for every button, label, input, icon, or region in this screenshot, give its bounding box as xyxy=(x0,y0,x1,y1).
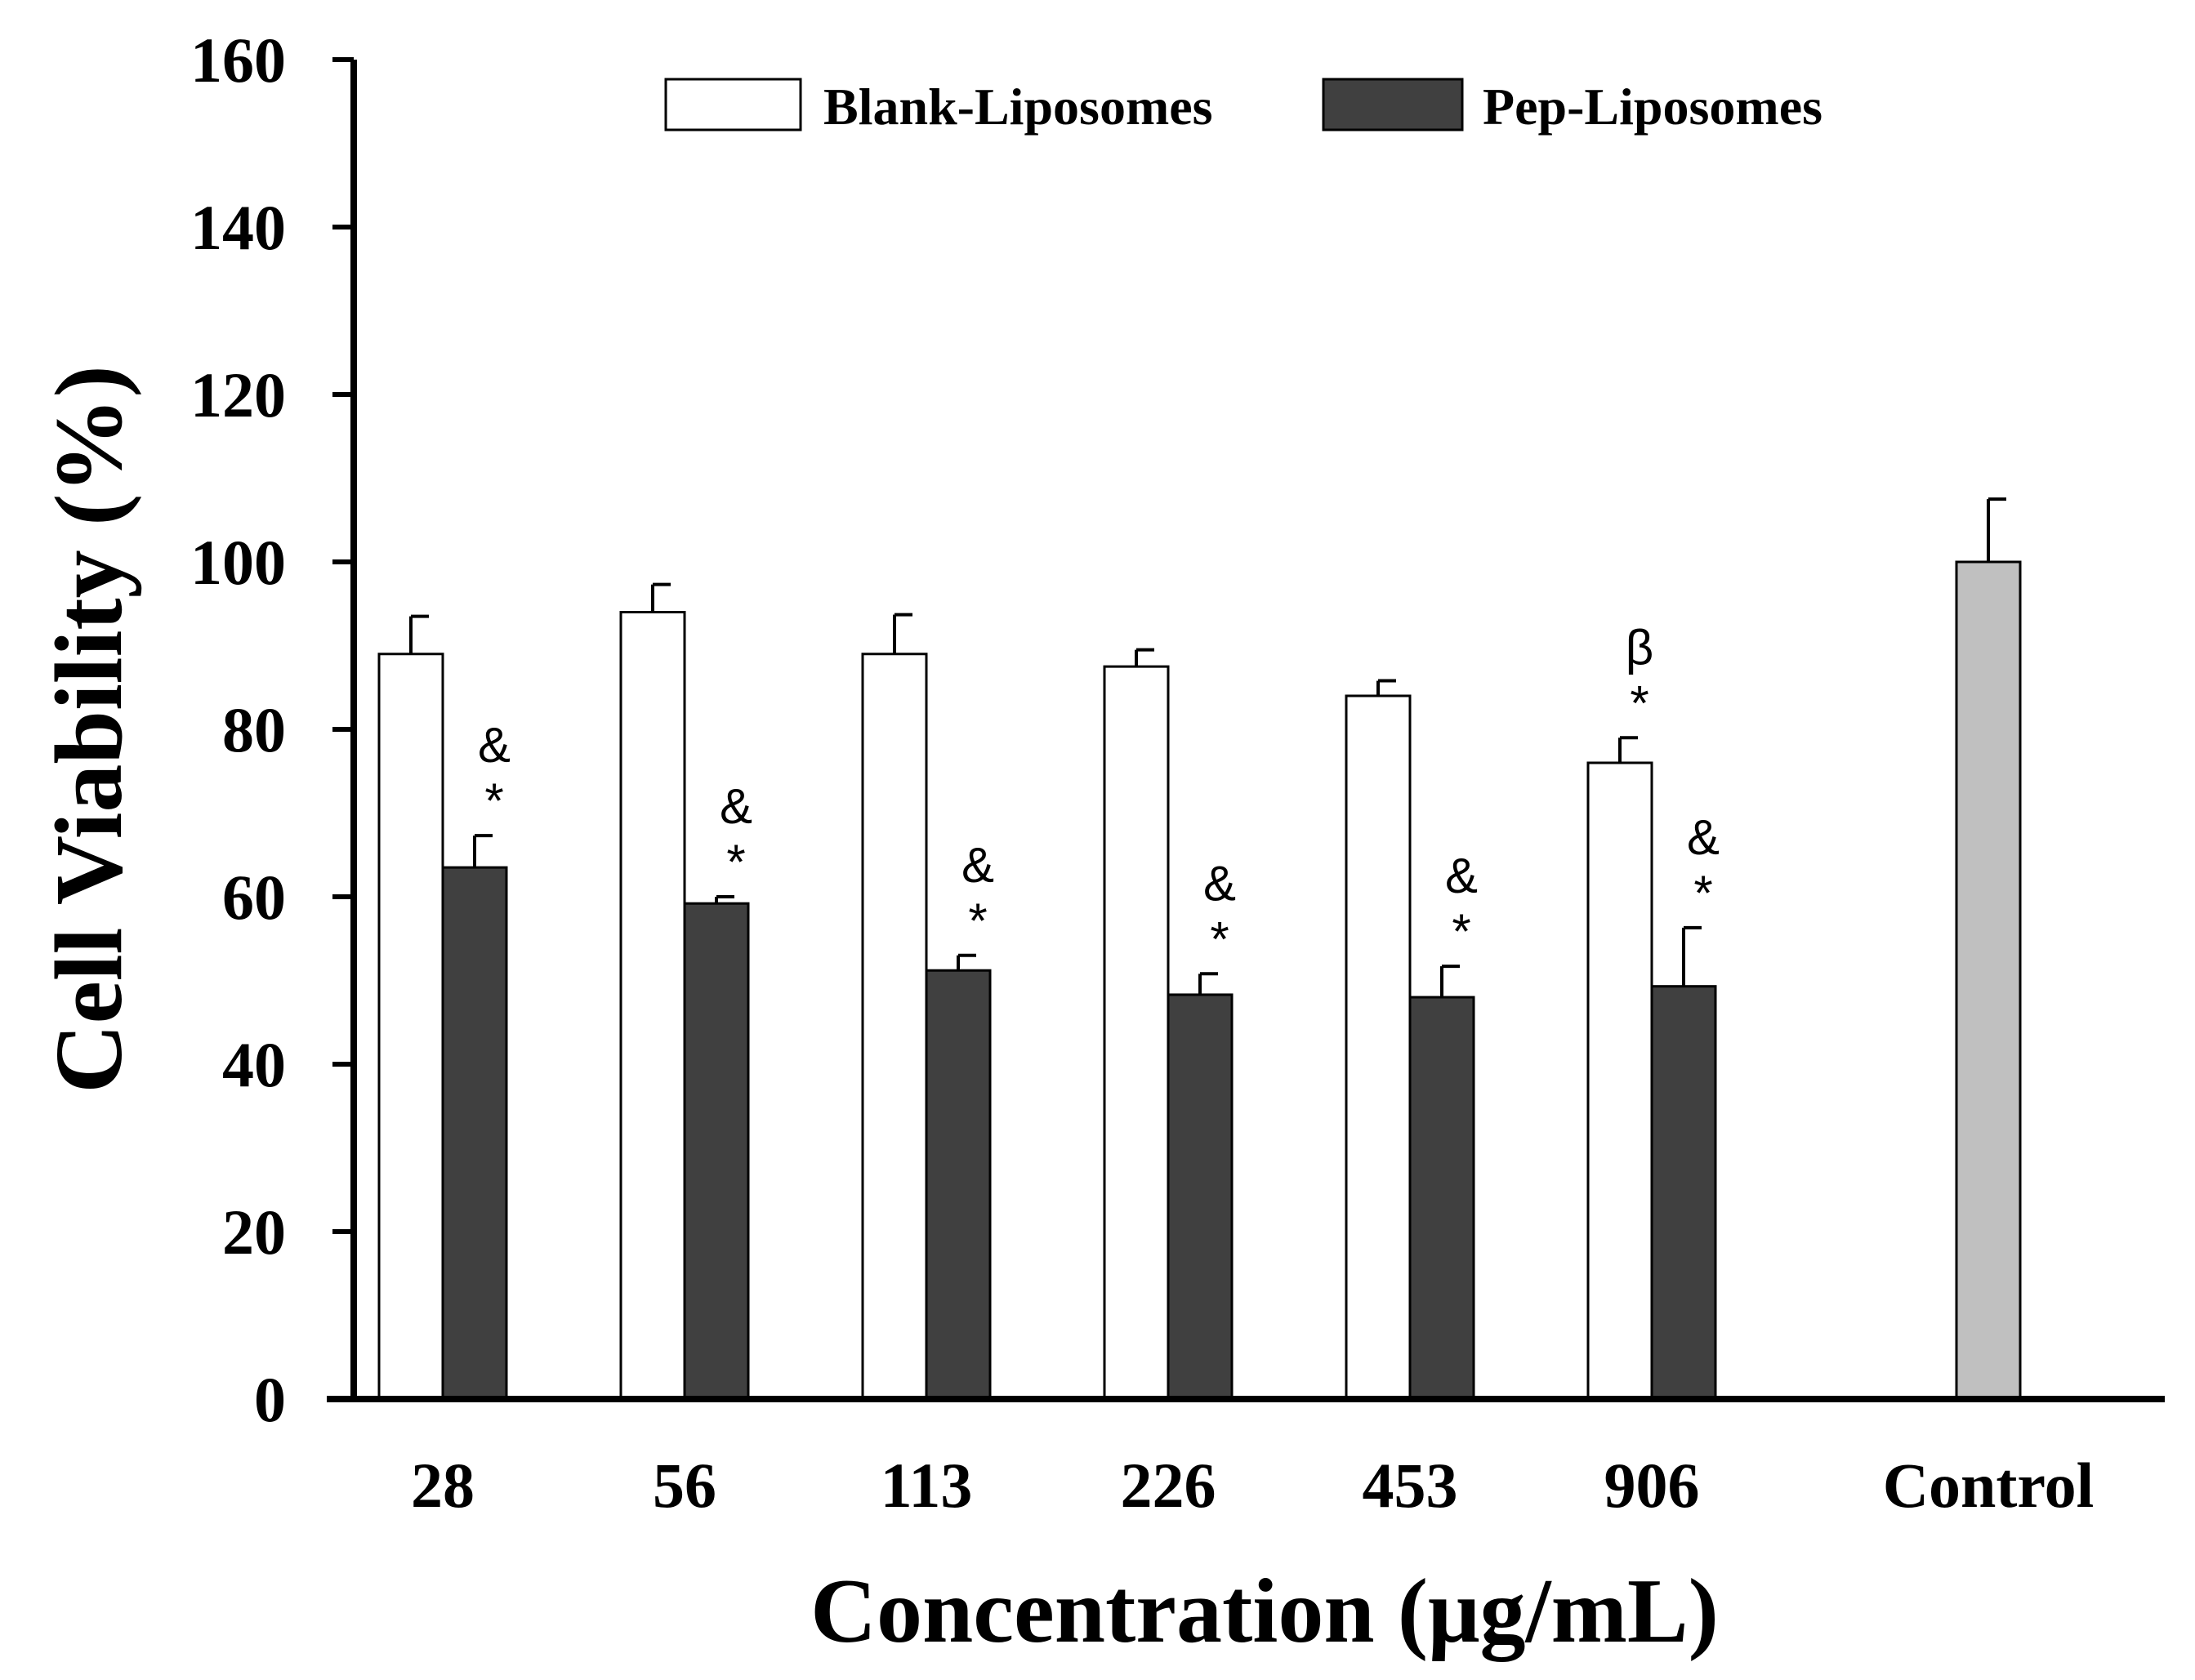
significance-asterisk: * xyxy=(1630,675,1648,730)
significance-ampersand: & xyxy=(478,718,511,773)
significance-asterisk: * xyxy=(1693,866,1712,920)
significance-ampersand: & xyxy=(1445,849,1478,903)
bar-blank-liposomes xyxy=(1586,761,1653,1401)
x-axis-categories: 28 56 113 226 453 906 Control xyxy=(411,1450,2094,1521)
bar-blank-liposomes xyxy=(1345,694,1412,1401)
y-axis-ticks: 0 20 40 60 80 100 120 140 160 xyxy=(190,25,354,1435)
x-axis-title: Concentration (μg/mL) xyxy=(810,1561,1719,1662)
legend-label-blank-liposomes: Blank-Liposomes xyxy=(823,78,1213,136)
y-tick-label: 120 xyxy=(190,359,286,430)
bar-pep-liposomes xyxy=(925,969,992,1401)
significance-asterisk: * xyxy=(1210,911,1229,966)
axes-layer xyxy=(327,60,2165,1402)
y-tick-label: 160 xyxy=(190,25,286,96)
bar-pep-liposomes xyxy=(683,902,750,1401)
legend: Blank-Liposomes Pep-Liposomes xyxy=(664,78,1822,136)
x-category-label: 453 xyxy=(1363,1450,1458,1521)
y-tick-label: 60 xyxy=(222,862,286,933)
bar-pep-liposomes xyxy=(1167,993,1234,1401)
bar-blank-liposomes xyxy=(619,611,686,1401)
bar-pep-liposomes xyxy=(1408,996,1475,1401)
y-tick-label: 140 xyxy=(190,192,286,263)
x-category-label: 56 xyxy=(653,1450,716,1521)
significance-asterisk: * xyxy=(726,835,745,889)
bar-control xyxy=(1955,560,2022,1401)
significance-ampersand: & xyxy=(1203,856,1236,911)
y-tick-label: 20 xyxy=(222,1196,286,1268)
x-category-label: 28 xyxy=(411,1450,475,1521)
legend-swatch-blank-liposomes xyxy=(664,78,802,131)
bar-blank-liposomes xyxy=(1103,665,1170,1401)
bars-layer: *&*&*&*&*&*β*& xyxy=(377,497,2022,1401)
y-tick-label: 0 xyxy=(254,1364,286,1435)
x-category-label-control: Control xyxy=(1883,1450,2095,1521)
significance-ampersand: & xyxy=(1687,810,1720,865)
significance-asterisk: * xyxy=(484,773,503,828)
legend-label-pep-liposomes: Pep-Liposomes xyxy=(1483,78,1822,136)
y-tick-label: 40 xyxy=(222,1029,286,1100)
significance-ampersand: & xyxy=(720,779,752,834)
x-category-label: 113 xyxy=(881,1450,973,1521)
x-category-label: 226 xyxy=(1121,1450,1216,1521)
significance-beta: β xyxy=(1626,620,1654,675)
y-axis-title: Cell Viability (%) xyxy=(35,365,142,1094)
y-tick-label: 100 xyxy=(190,527,286,598)
legend-swatch-pep-liposomes xyxy=(1322,78,1464,131)
x-category-label: 906 xyxy=(1604,1450,1700,1521)
bar-pep-liposomes xyxy=(1650,985,1717,1401)
significance-asterisk: * xyxy=(968,893,987,948)
significance-ampersand: & xyxy=(961,838,994,893)
significance-asterisk: * xyxy=(1452,904,1470,959)
y-tick-label: 80 xyxy=(222,694,286,765)
bar-blank-liposomes xyxy=(861,653,928,1401)
bar-pep-liposomes xyxy=(441,866,508,1401)
bar-blank-liposomes xyxy=(377,653,444,1401)
